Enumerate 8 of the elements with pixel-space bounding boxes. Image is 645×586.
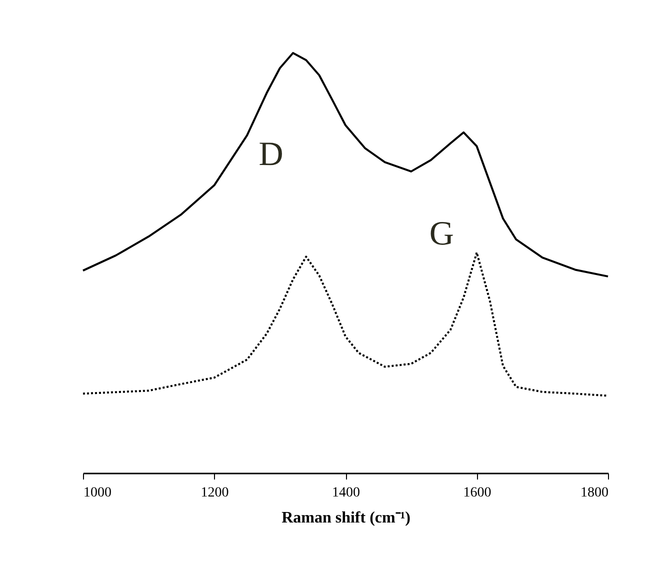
annotation: D — [258, 136, 284, 173]
x-tick-label: 1200 — [200, 486, 229, 500]
x-tick-label: 1000 — [84, 486, 112, 500]
x-tick-label: 1600 — [463, 486, 492, 500]
x-axis-title: Raman shift (cm⁻¹) — [282, 510, 410, 526]
annotation: G — [429, 215, 454, 252]
x-tick-label: 1800 — [580, 486, 608, 500]
x-tick-label: 1400 — [332, 486, 360, 500]
